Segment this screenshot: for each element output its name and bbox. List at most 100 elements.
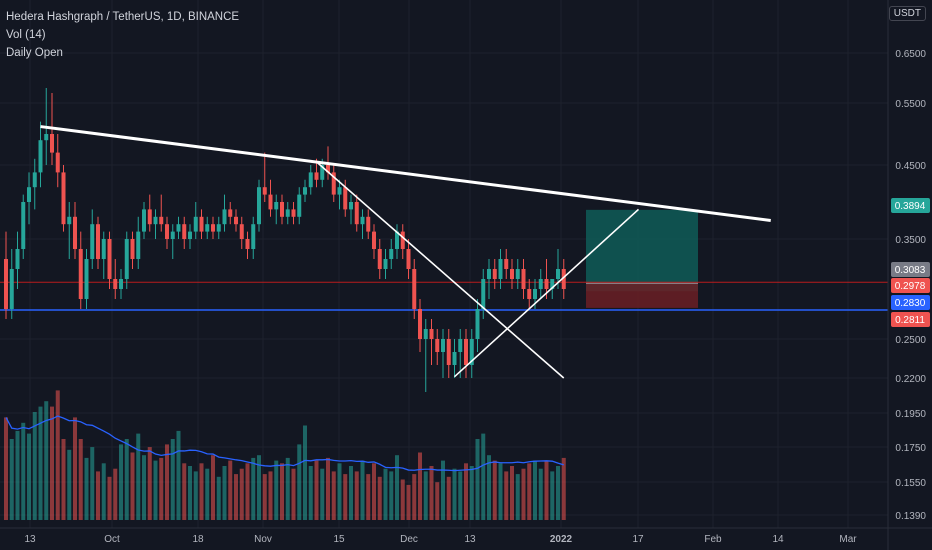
candle-body (550, 279, 555, 289)
price-label-bg (891, 295, 930, 310)
candle-body (400, 231, 405, 249)
volume-bar (78, 439, 83, 520)
candle-body (84, 259, 89, 299)
candle-body (211, 224, 215, 232)
candle-body (222, 209, 227, 225)
candle-body (239, 224, 244, 239)
symbol-title[interactable]: Hedera Hashgraph / TetherUS, 1D, BINANCE (6, 11, 240, 23)
candlesticks (4, 88, 566, 392)
volume-bar (73, 417, 77, 520)
volume-bar (147, 447, 152, 520)
candle-body (55, 152, 60, 173)
price-label: 0.2978 (895, 281, 926, 292)
chart-grid (0, 0, 888, 528)
trendline (40, 125, 771, 222)
candle-body (446, 339, 451, 365)
time-tick-label: 13 (24, 534, 36, 545)
time-tick-label: 17 (632, 534, 644, 545)
volume-bar (556, 466, 560, 520)
candle-body (130, 239, 135, 259)
volume-bar (487, 455, 491, 520)
price-label-bg (891, 278, 930, 293)
price-tick-label: 0.1750 (895, 443, 926, 454)
volume-bar (469, 466, 474, 520)
candle-body (245, 239, 250, 249)
candle-body (556, 269, 560, 279)
time-tick-label: Dec (400, 534, 418, 545)
candle-body (107, 239, 112, 279)
candle-body (544, 279, 549, 289)
candle-body (78, 249, 83, 299)
price-axis[interactable]: 0.6500 0.5500 0.4500 0.3500 0.2500 0.2200 0.19… (895, 49, 926, 522)
candle-body (533, 289, 537, 299)
volume-bar (504, 471, 509, 520)
candle-body (366, 216, 371, 232)
volume-bar (527, 463, 532, 520)
price-tick-label: 0.2200 (895, 374, 926, 385)
price-tick-label: 0.4500 (895, 161, 926, 172)
volume-bar (435, 482, 440, 520)
candle-body (147, 209, 152, 225)
currency-badge[interactable]: USDT (888, 6, 926, 21)
candle-body (314, 172, 319, 180)
candle-body (492, 269, 497, 279)
volume-bar (446, 476, 451, 520)
time-tick-label: 14 (772, 534, 784, 545)
volume-bar (274, 460, 279, 520)
volume-bar (130, 452, 135, 520)
candle-body (136, 231, 141, 259)
candle-body (458, 339, 463, 352)
candle-body (435, 339, 440, 352)
candle-body (429, 329, 434, 339)
volume-bar (245, 463, 250, 520)
candle-body (487, 269, 491, 279)
time-tick-label: Feb (704, 534, 722, 545)
volume-bar (337, 463, 342, 520)
candle-body (268, 194, 273, 210)
candle-body (515, 269, 520, 279)
volume-bar (412, 474, 417, 520)
candle-body (326, 165, 330, 173)
volume-bar (280, 463, 284, 520)
volume-bar (383, 468, 388, 520)
daily-open-indicator-label[interactable]: Daily Open (6, 47, 63, 59)
candle-body (257, 187, 261, 225)
volume-bar (406, 484, 411, 520)
candle-body (234, 216, 238, 225)
time-tick-label: 13 (464, 534, 476, 545)
volume-bar (262, 474, 267, 520)
time-tick-label: 15 (333, 534, 345, 545)
target-zone (586, 209, 698, 292)
candle-body (383, 259, 388, 269)
volume-bar (165, 444, 169, 520)
volume-bar (510, 466, 514, 520)
candle-body (9, 269, 14, 309)
volume-indicator-label[interactable]: Vol (14) (6, 29, 46, 41)
candle-body (538, 279, 543, 289)
stop-zone (586, 283, 698, 308)
volume-bar (176, 430, 181, 520)
candle-body (349, 202, 353, 210)
candle-body (153, 216, 158, 225)
volume-bar (142, 455, 146, 520)
volume-bar (228, 460, 233, 520)
volume-bar (452, 468, 457, 520)
trendlines[interactable] (40, 125, 771, 379)
candle-body (297, 194, 302, 217)
price-label: 0.3083 (895, 265, 926, 276)
candle-body (320, 165, 325, 180)
volume-bar (303, 425, 307, 520)
volume-bar (50, 406, 54, 520)
candle-body (50, 134, 54, 153)
candle-body (406, 249, 411, 269)
candle-body (32, 172, 37, 188)
volume-bar (9, 439, 14, 520)
candle-body (159, 216, 164, 225)
price-label: 0.3894 (895, 201, 926, 212)
volume-bar (55, 390, 60, 520)
volume-bar (544, 460, 549, 520)
volume-bar (96, 471, 100, 520)
candle-body (469, 339, 474, 365)
